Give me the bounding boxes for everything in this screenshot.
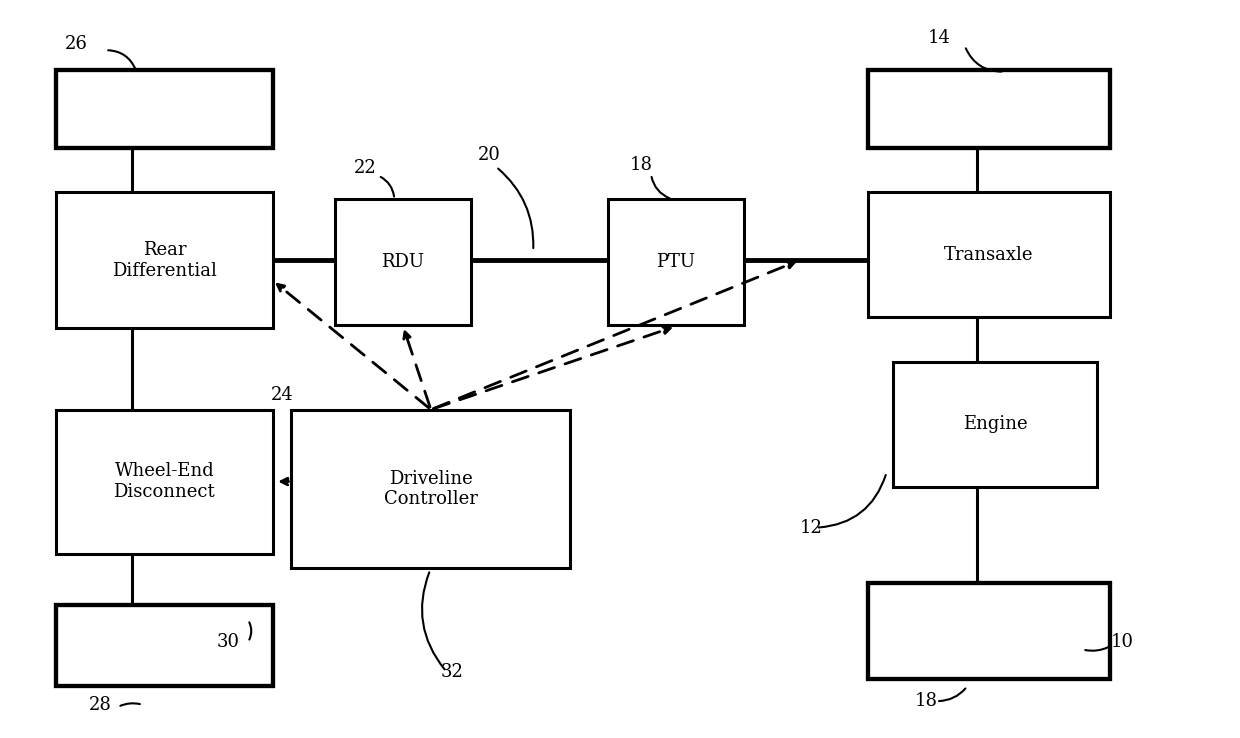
Bar bbox=[56, 605, 273, 686]
Text: 12: 12 bbox=[800, 519, 822, 537]
Text: 22: 22 bbox=[353, 159, 376, 177]
Text: 10: 10 bbox=[1111, 633, 1135, 651]
Bar bbox=[893, 362, 1097, 487]
Bar bbox=[868, 70, 1110, 148]
Text: Rear
Differential: Rear Differential bbox=[112, 241, 217, 280]
Bar bbox=[56, 410, 273, 554]
Text: 24: 24 bbox=[270, 386, 293, 404]
Bar bbox=[56, 70, 273, 148]
Text: 32: 32 bbox=[440, 663, 463, 680]
Bar bbox=[56, 70, 273, 148]
Text: Engine: Engine bbox=[962, 415, 1028, 433]
Text: Driveline
Controller: Driveline Controller bbox=[384, 469, 477, 508]
Bar bbox=[608, 199, 744, 325]
Bar bbox=[868, 192, 1110, 317]
Bar bbox=[868, 70, 1110, 148]
Bar bbox=[868, 583, 1110, 679]
Bar bbox=[291, 410, 570, 568]
Bar bbox=[335, 199, 471, 325]
Text: RDU: RDU bbox=[382, 253, 424, 271]
Text: 18: 18 bbox=[630, 156, 653, 174]
Text: PTU: PTU bbox=[656, 253, 696, 271]
Bar bbox=[56, 192, 273, 328]
Text: Transaxle: Transaxle bbox=[944, 246, 1034, 263]
Text: 26: 26 bbox=[64, 35, 87, 53]
Text: 14: 14 bbox=[928, 30, 950, 47]
Bar bbox=[56, 605, 273, 686]
Text: 20: 20 bbox=[477, 146, 500, 164]
Text: Wheel-End
Disconnect: Wheel-End Disconnect bbox=[113, 462, 216, 501]
Text: 30: 30 bbox=[217, 633, 241, 651]
Text: 18: 18 bbox=[915, 692, 939, 710]
Bar bbox=[868, 583, 1110, 679]
Text: 28: 28 bbox=[89, 696, 112, 714]
